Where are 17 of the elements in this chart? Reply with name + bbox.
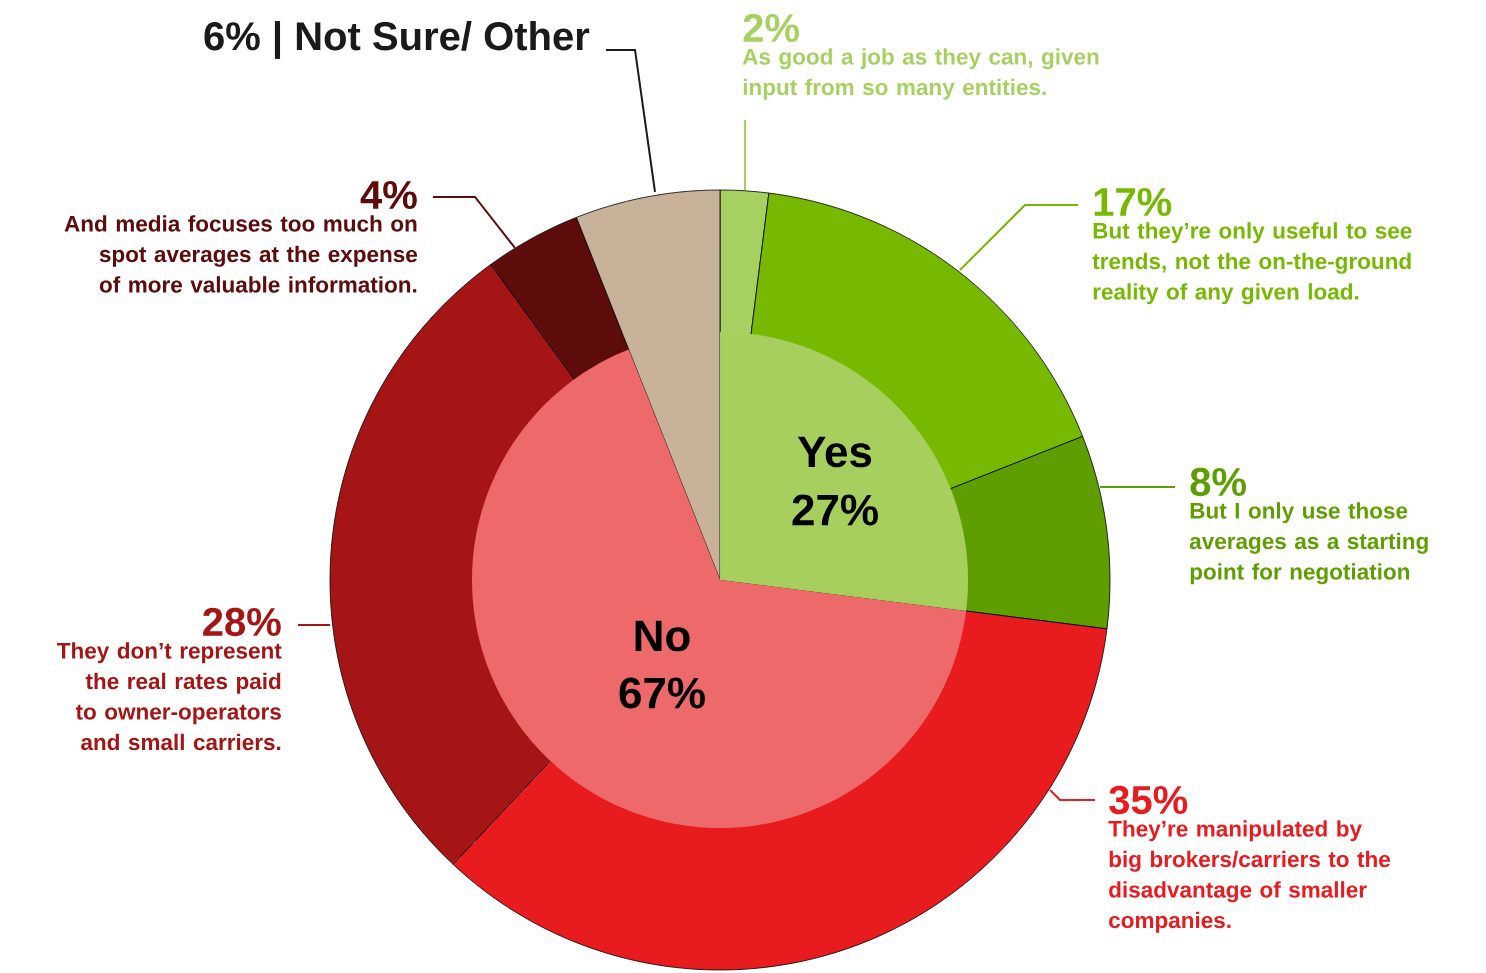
slice-label: And media focuses too much on spot averages at the expense of more valuable information.	[64, 215, 418, 293]
data-label: 8%	[1190, 467, 1246, 497]
data-label: 35%	[1109, 785, 1188, 815]
slice-label: As good a job as they can, given input from so many entities.	[742, 48, 1099, 100]
slice-label: But I only use those averages as a starting point for negotiation	[1189, 502, 1428, 585]
slice-label: But they’re only useful to see trends, not the on-the-ground reality of any given load.	[1092, 222, 1412, 305]
data-label: 27%	[792, 494, 878, 526]
slice-label: They’re manipulated by big brokers/carriers to the disadvantage of smaller companies.	[1108, 820, 1391, 933]
slice-label: Yes	[797, 436, 872, 468]
slice-label: No	[635, 620, 690, 652]
slice-label: They don’t represent the real rates paid to owner-operators and small carriers.	[57, 642, 282, 751]
data-label: 4%	[360, 180, 417, 210]
data-label: 67%	[619, 677, 705, 709]
slice-label: 6% | Not Sure/ Other	[204, 21, 590, 59]
data-label: 2%	[743, 13, 799, 43]
data-label: 28%	[203, 607, 281, 637]
data-label: 17%	[1094, 187, 1172, 217]
